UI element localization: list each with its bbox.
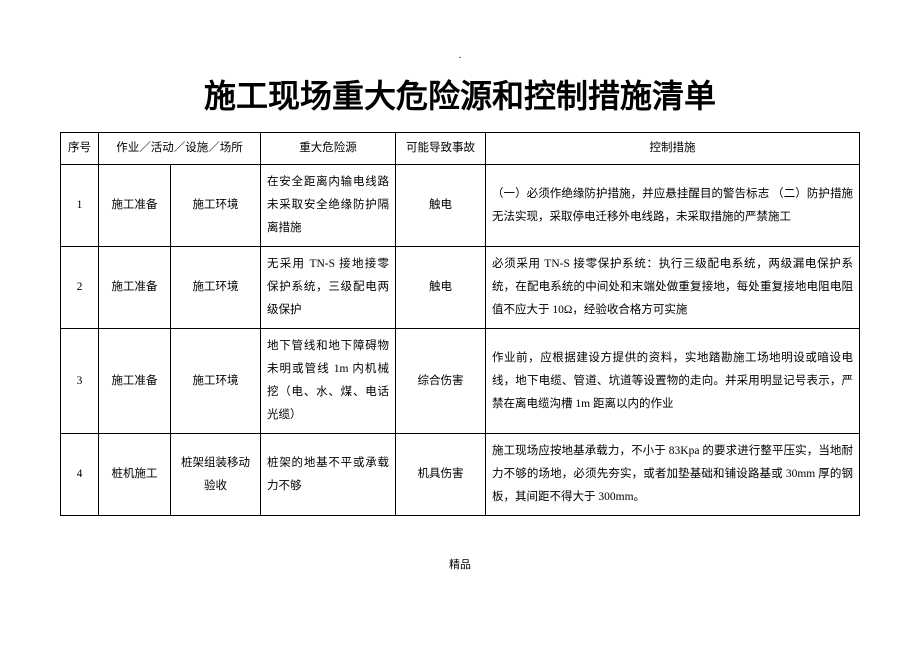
table-header-row: 序号 作业／活动／设施／场所 重大危险源 可能导致事故 控制措施	[61, 133, 860, 165]
cell-c4: 触电	[396, 247, 486, 329]
th-measure: 控制措施	[486, 133, 860, 165]
table-row: 1 施工准备 施工环境 在安全距离内输电线路未采取安全绝缘防护隔离措施 触电 （…	[61, 165, 860, 247]
cell-c3: 在安全距离内输电线路未采取安全绝缘防护隔离措施	[261, 165, 396, 247]
cell-c3: 地下管线和地下障碍物未明或管线 1m 内机械挖（电、水、煤、电话光缆）	[261, 329, 396, 434]
cell-c1: 桩机施工	[99, 434, 171, 516]
cell-c1: 施工准备	[99, 165, 171, 247]
cell-c5: 施工现场应按地基承载力，不小于 83Kpa 的要求进行整平压实，当地耐力不够的场…	[486, 434, 860, 516]
cell-no: 2	[61, 247, 99, 329]
cell-no: 1	[61, 165, 99, 247]
table-row: 3 施工准备 施工环境 地下管线和地下障碍物未明或管线 1m 内机械挖（电、水、…	[61, 329, 860, 434]
cell-c2: 施工环境	[171, 329, 261, 434]
cell-c5: 必须采用 TN-S 接零保护系统：执行三级配电系统，两级漏电保护系统，在配电系统…	[486, 247, 860, 329]
cell-c4: 机具伤害	[396, 434, 486, 516]
th-hazard: 重大危险源	[261, 133, 396, 165]
cell-c2: 桩架组装移动验收	[171, 434, 261, 516]
cell-c4: 触电	[396, 165, 486, 247]
page-title: 施工现场重大危险源和控制措施清单	[60, 71, 860, 117]
cell-c3: 桩架的地基不平或承载力不够	[261, 434, 396, 516]
top-dot: .	[60, 50, 860, 61]
cell-c1: 施工准备	[99, 247, 171, 329]
cell-no: 4	[61, 434, 99, 516]
cell-c3: 无采用 TN-S 接地接零保护系统，三级配电两级保护	[261, 247, 396, 329]
cell-c1: 施工准备	[99, 329, 171, 434]
cell-no: 3	[61, 329, 99, 434]
cell-c2: 施工环境	[171, 165, 261, 247]
th-activity: 作业／活动／设施／场所	[99, 133, 261, 165]
cell-c4: 综合伤害	[396, 329, 486, 434]
th-no: 序号	[61, 133, 99, 165]
hazard-table: 序号 作业／活动／设施／场所 重大危险源 可能导致事故 控制措施 1 施工准备 …	[60, 132, 860, 516]
cell-c5: （一）必须作绝缘防护措施，并应悬挂醒目的警告标志 （二）防护措施无法实现，采取停…	[486, 165, 860, 247]
footer-text: 精品	[60, 556, 860, 572]
cell-c2: 施工环境	[171, 247, 261, 329]
table-row: 4 桩机施工 桩架组装移动验收 桩架的地基不平或承载力不够 机具伤害 施工现场应…	[61, 434, 860, 516]
table-row: 2 施工准备 施工环境 无采用 TN-S 接地接零保护系统，三级配电两级保护 触…	[61, 247, 860, 329]
cell-c5: 作业前，应根据建设方提供的资料，实地踏勘施工场地明设或暗设电线，地下电缆、管道、…	[486, 329, 860, 434]
th-accident: 可能导致事故	[396, 133, 486, 165]
